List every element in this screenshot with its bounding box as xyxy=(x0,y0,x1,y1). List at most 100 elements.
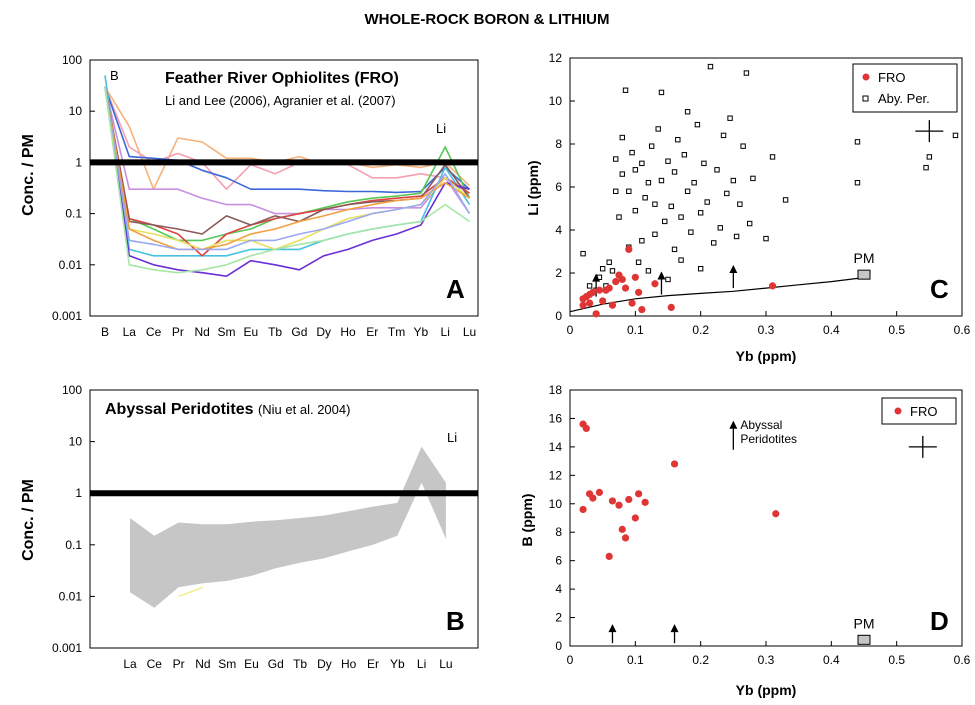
panel-c-aby-point xyxy=(750,175,756,182)
panel-c-fro-point xyxy=(667,303,675,311)
panel-d-xtick-label: 0.6 xyxy=(954,653,971,667)
panel-a-xtick-label: Tm xyxy=(388,325,405,339)
panel-d-ytick-label: 12 xyxy=(549,468,563,482)
panel-c-xtick-label: 0.4 xyxy=(823,323,840,337)
panel-a-ylabel: Conc. / PM xyxy=(20,134,37,216)
panel-b-xtick-label: Er xyxy=(367,657,379,671)
panel-c-aby-point xyxy=(652,201,658,207)
panel-b-xtick-label: Gd xyxy=(268,657,284,671)
panel-c-aby-point xyxy=(639,160,645,167)
panel-c-aby-point xyxy=(671,169,678,175)
panel-c-aby-point xyxy=(763,235,769,242)
panel-c-aby-point xyxy=(665,276,671,283)
panel-a-subtitle: Li and Lee (2006), Agranier et al. (2007… xyxy=(165,93,396,108)
panel-a-ytick-label: 0.1 xyxy=(65,207,82,221)
panel-c-fro-point xyxy=(579,301,587,309)
panel-a-ytick-label: 10 xyxy=(69,104,83,118)
panel-c-aby-point xyxy=(665,158,671,164)
panel-c-aby-point xyxy=(717,225,723,231)
panel-d-ytick-label: 16 xyxy=(549,411,563,425)
panel-c-legend-fro: FRO xyxy=(878,70,905,85)
panel-c-fro-point xyxy=(638,305,646,314)
panel-c-aby-point xyxy=(746,220,753,227)
panel-d-xtick-label: 0.4 xyxy=(823,653,840,667)
panel-c-legend xyxy=(852,63,958,113)
panel-b-title-note: (Niu et al. 2004) xyxy=(258,402,351,417)
panel-d-pm-box xyxy=(857,634,871,645)
panel-d-ytick-label: 0 xyxy=(555,639,562,653)
panel-d-xtick-label: 0.5 xyxy=(888,653,905,667)
panel-d-ylabel: B (ppm) xyxy=(519,494,535,547)
panel-c-aby-point xyxy=(635,259,642,265)
panel-b-xtick-label: Ho xyxy=(341,657,357,671)
panel-c-aby-point xyxy=(701,160,707,167)
panel-c-ytick-label: 6 xyxy=(555,180,562,194)
panel-d-abyssal-arrow-head xyxy=(729,420,738,429)
panel-c-fro-point xyxy=(595,286,604,294)
panel-a-xtick-label: Ce xyxy=(146,325,162,339)
panel-c-fro-point xyxy=(612,278,620,286)
panel-c-aby-point xyxy=(580,250,586,257)
panel-c-aby-point xyxy=(642,195,648,201)
panel-d-xlabel: Yb (ppm) xyxy=(736,682,797,698)
panel-c-xtick-label: 0 xyxy=(567,323,574,337)
panel-c-aby-point xyxy=(613,156,619,162)
panel-c-aby-point xyxy=(711,240,717,246)
panel-c-aby-point xyxy=(645,268,652,274)
panel-d-fro-point xyxy=(595,488,604,496)
panel-a-series-line xyxy=(104,86,471,251)
panel-d-ytick-label: 6 xyxy=(555,554,562,568)
panel-c-aby-point xyxy=(714,167,720,173)
panel-c-aby-point xyxy=(671,246,678,253)
panel-c-aby-point xyxy=(678,214,684,220)
panel-d-ytick-label: 14 xyxy=(549,440,563,454)
panel-a-xtick-label: Yb xyxy=(414,325,429,339)
panel-c-aby-point xyxy=(854,139,861,145)
panel-d-fro-point xyxy=(605,552,613,561)
panel-c-ylabel: Li (ppm) xyxy=(525,160,541,215)
panel-d-pm-label: PM xyxy=(854,615,875,631)
panel-c-aby-point xyxy=(599,266,606,272)
panel-c-xlabel: Yb (ppm) xyxy=(736,348,797,364)
panel-b-highlight-line xyxy=(178,586,204,598)
panel-b-ytick-label: 100 xyxy=(62,383,82,397)
panel-b-ytick-label: 0.01 xyxy=(59,589,83,603)
panel-c-pm-line xyxy=(569,276,865,313)
panel-c-fro-point xyxy=(586,299,594,307)
panel-c-fro-point xyxy=(625,245,633,253)
panel-d-arrow-head xyxy=(670,624,679,633)
panel-c-fro-point xyxy=(605,284,613,292)
panel-d-xtick-label: 0.2 xyxy=(692,653,709,667)
panel-d-label: D xyxy=(930,606,949,636)
panel-c-aby-point xyxy=(632,207,639,214)
panel-b-xtick-label: Dy xyxy=(317,657,332,671)
panel-c-xtick-label: 0.6 xyxy=(954,323,971,337)
panel-a-xtick-label: Pr xyxy=(172,325,184,339)
panel-a-xtick-label: B xyxy=(101,325,109,339)
panel-c-ytick-label: 8 xyxy=(555,137,562,151)
panel-c-fro-point xyxy=(599,297,607,305)
panel-d-legend-fro-marker xyxy=(894,407,902,415)
panel-b: Conc. / PM Abyssal Peridotites (Niu et a… xyxy=(20,383,479,671)
panel-c-xtick-label: 0.5 xyxy=(888,323,905,337)
panel-c-aby-point xyxy=(782,197,789,203)
panel-b-ytick-label: 10 xyxy=(69,435,83,449)
panel-c-aby-point xyxy=(668,203,674,210)
panel-d-ytick-label: 18 xyxy=(549,383,563,397)
panel-c-aby-point xyxy=(639,238,645,244)
panel-a-xtick-label: Er xyxy=(366,325,378,339)
panel-c-xtick-label: 0.2 xyxy=(692,323,709,337)
panel-c-aby-point xyxy=(658,177,665,184)
panel-d-arrow-head xyxy=(608,624,617,633)
panel-d-fro-point xyxy=(579,505,587,514)
panel-d: B (ppm) Yb (ppm) FRO D 0 0.1 0.2 0.3 0.4 0.5 0… xyxy=(519,383,971,698)
panel-c-pm-label: PM xyxy=(854,250,875,266)
panel-c-aby-point xyxy=(684,109,691,115)
panel-b-xtick-label: Nd xyxy=(195,657,210,671)
panel-a-b-label: B xyxy=(110,68,119,83)
panel-c-xtick-label: 0.3 xyxy=(758,323,775,337)
panel-c-arrow-head xyxy=(592,273,601,282)
panel-d-ytick-label: 8 xyxy=(555,525,562,539)
panel-d-legend-fro: FRO xyxy=(910,404,937,419)
